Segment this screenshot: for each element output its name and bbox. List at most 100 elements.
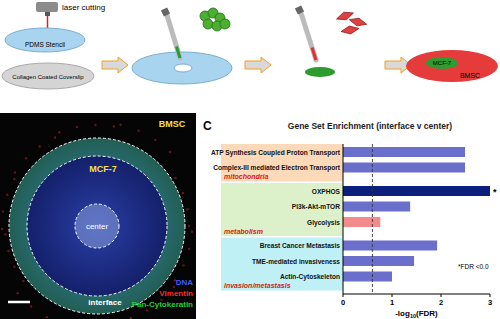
vimentin-speckle bbox=[191, 231, 193, 233]
bar bbox=[343, 241, 437, 251]
category-label: Glycolysis bbox=[307, 219, 340, 227]
vimentin-speckle bbox=[137, 129, 139, 131]
coculture-disc bbox=[406, 50, 498, 82]
vimentin-speckle bbox=[6, 194, 8, 196]
micrograph: BMSCMCF-7centerinterfaceDNAVimentinPan-C… bbox=[0, 113, 196, 319]
vimentin-speckle bbox=[113, 125, 115, 127]
vimentin-speckle bbox=[182, 192, 184, 194]
vimentin-speckle bbox=[13, 265, 15, 267]
vimentin-speckle bbox=[7, 250, 9, 252]
bar bbox=[343, 272, 392, 282]
category-label: PI3k-Akt-mTOR bbox=[292, 203, 340, 210]
figure: laser cuttingPDMS StencilCollagen Coated… bbox=[0, 0, 500, 319]
x-tick-label: 3 bbox=[488, 298, 492, 307]
x-tick bbox=[490, 294, 491, 297]
mcf7-disc bbox=[426, 57, 458, 69]
x-label-part: -log bbox=[395, 309, 410, 318]
vimentin-speckle bbox=[16, 292, 18, 294]
pipette bbox=[166, 12, 180, 58]
bmsc-label: BMSC bbox=[159, 119, 186, 129]
panel-label: C bbox=[203, 119, 212, 133]
vimentin-speckle bbox=[182, 264, 184, 266]
bar bbox=[343, 163, 465, 173]
vimentin-speckle bbox=[94, 124, 96, 126]
bar bbox=[343, 256, 414, 266]
laser-nozzle bbox=[45, 12, 50, 16]
bars bbox=[343, 147, 490, 282]
x-axis-label: -log10(FDR) bbox=[395, 309, 438, 319]
vimentin-speckle bbox=[188, 225, 190, 227]
coverslip-label: Collagen Coated Coverslip bbox=[12, 74, 84, 80]
vimentin-speckle bbox=[129, 317, 131, 319]
x-tick bbox=[343, 294, 344, 297]
pipette-head bbox=[298, 7, 301, 13]
vimentin-speckle bbox=[1, 228, 3, 230]
step-arrow bbox=[102, 57, 128, 73]
vimentin-speckle bbox=[54, 136, 56, 138]
final-mcf7-label: MCF-7 bbox=[433, 60, 452, 66]
category-label: ATP Synthesis Coupled Proton Transport bbox=[211, 149, 341, 157]
category-label: OXPHOS bbox=[312, 188, 341, 195]
stain-legend: Pan-Cytokeratin bbox=[132, 300, 193, 309]
outer-dashed bbox=[9, 138, 185, 314]
vimentin-speckle bbox=[188, 248, 190, 250]
center-label: center bbox=[86, 222, 109, 231]
interface-label: interface bbox=[88, 298, 122, 307]
vimentin-speckle bbox=[58, 131, 60, 133]
vimentin-speckle bbox=[76, 126, 78, 128]
step-arrow bbox=[245, 57, 271, 73]
center-region bbox=[75, 204, 119, 248]
vimentin-speckle bbox=[25, 157, 27, 159]
x-tick-label: 2 bbox=[439, 298, 443, 307]
pipette-head bbox=[164, 9, 167, 15]
stain-legend: DNA bbox=[176, 278, 194, 287]
vimentin-speckle bbox=[38, 145, 40, 147]
vimentin-speckle bbox=[22, 280, 24, 282]
x-axis bbox=[343, 294, 490, 295]
group-label: metabolism bbox=[224, 228, 263, 235]
vimentin-speckle bbox=[13, 178, 15, 180]
interface-ring bbox=[18, 147, 176, 305]
image-background bbox=[0, 113, 196, 319]
category-label: Breast Cancer Metastasis bbox=[260, 242, 341, 249]
bmsc-cell-icon bbox=[340, 24, 359, 35]
dna-field bbox=[9, 138, 185, 314]
vimentin-speckle bbox=[174, 177, 176, 179]
vimentin-speckle bbox=[169, 151, 171, 153]
bar bbox=[343, 186, 490, 196]
threshold-line bbox=[372, 144, 373, 294]
vimentin-speckle bbox=[2, 210, 4, 212]
vimentin-speckle bbox=[30, 305, 32, 307]
schematic: laser cuttingPDMS StencilCollagen Coated… bbox=[2, 2, 498, 89]
category-label: Complex-III mediated Electron Transport bbox=[213, 164, 341, 172]
x-tick bbox=[441, 294, 442, 297]
chart: C Gene Set Enrichment (interface v center… bbox=[203, 119, 497, 319]
pipette-tip bbox=[177, 47, 181, 59]
y-axis bbox=[343, 144, 344, 294]
significance-mark: * bbox=[493, 187, 497, 197]
vimentin-speckle bbox=[14, 171, 16, 173]
x-tick bbox=[392, 294, 393, 297]
mcf7-cell-icon bbox=[220, 19, 230, 29]
coverslip bbox=[2, 63, 94, 89]
footnote: *FDR <0.0 bbox=[458, 263, 489, 270]
bar bbox=[343, 202, 410, 212]
final-bmsc-label: BMSC bbox=[460, 72, 480, 79]
vimentin-speckle bbox=[46, 316, 48, 318]
pipette-tip bbox=[312, 48, 316, 61]
category-label: TME-mediated invasiveness bbox=[252, 258, 340, 265]
group-band bbox=[221, 238, 343, 291]
mcf7-cell-icon bbox=[203, 19, 213, 29]
chart-title: Gene Set Enrichment (interface v center) bbox=[288, 121, 453, 131]
bar bbox=[343, 217, 380, 227]
category-label: Actin-Cytoskeleton bbox=[280, 273, 340, 281]
group-label: mitochondria bbox=[224, 173, 268, 180]
x-tick-label: 1 bbox=[390, 298, 394, 307]
mcf7-island bbox=[305, 67, 335, 77]
x-tick-label: 0 bbox=[341, 298, 345, 307]
bar bbox=[343, 147, 465, 157]
x-label-part: (FDR) bbox=[416, 309, 438, 318]
pipette bbox=[300, 10, 316, 60]
vimentin-speckle bbox=[119, 123, 121, 125]
vimentin-speckle bbox=[146, 309, 148, 311]
